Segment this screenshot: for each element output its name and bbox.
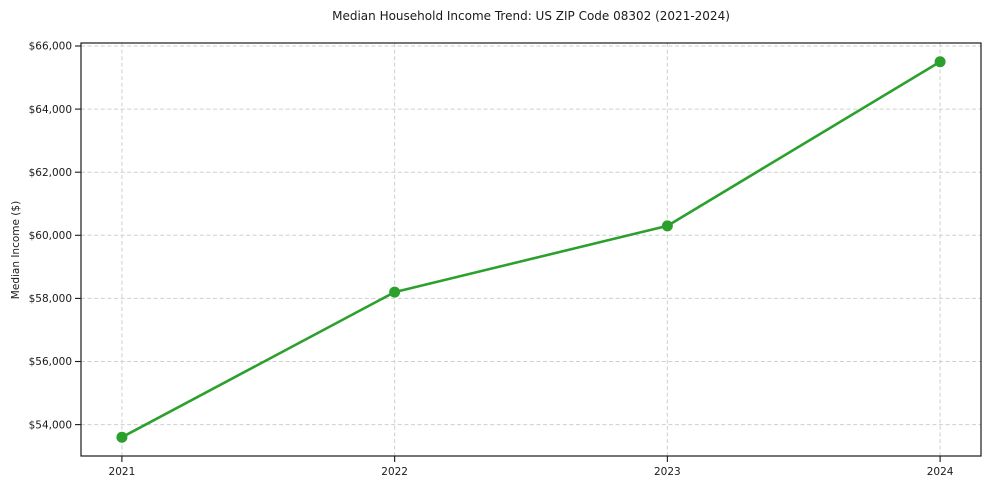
data-point-2022 xyxy=(389,286,401,298)
y-tick-label: $62,000 xyxy=(29,167,72,179)
plot-border xyxy=(80,42,982,457)
data-point-2024 xyxy=(934,56,946,68)
data-point-2023 xyxy=(661,220,673,232)
x-tick-label: 2024 xyxy=(927,466,954,478)
y-tick-label: $64,000 xyxy=(29,104,72,116)
x-tick-label: 2023 xyxy=(654,466,681,478)
chart-title: Median Household Income Trend: US ZIP Co… xyxy=(332,9,730,23)
data-point-2021 xyxy=(116,431,128,443)
y-tick-label: $66,000 xyxy=(29,41,72,53)
y-tick-label: $54,000 xyxy=(29,419,72,431)
x-tick-label: 2022 xyxy=(381,466,408,478)
y-tick-label: $58,000 xyxy=(29,293,72,305)
y-tick-label: $56,000 xyxy=(29,356,72,368)
trend-line xyxy=(120,60,942,439)
x-tick-label: 2021 xyxy=(109,466,136,478)
y-tick-label: $60,000 xyxy=(29,230,72,242)
